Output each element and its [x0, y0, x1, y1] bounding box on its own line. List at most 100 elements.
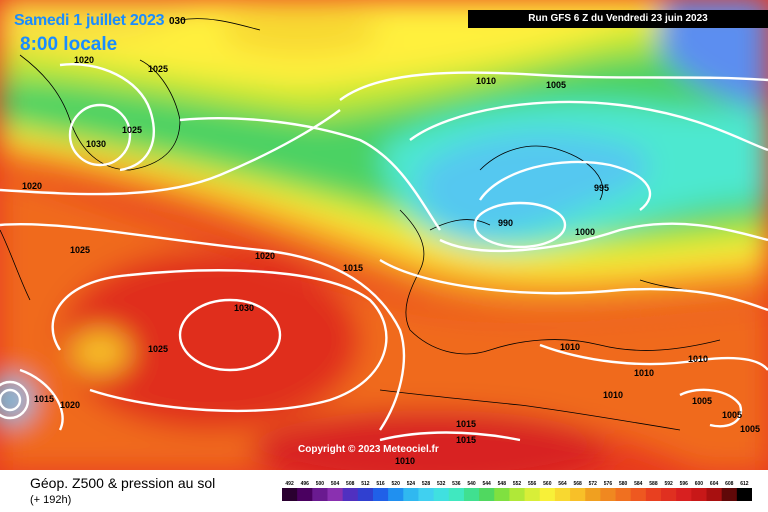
colorbar-tick-label: 532	[437, 481, 446, 487]
colorbar-tick-label: 588	[649, 481, 658, 487]
colorbar-swatch	[433, 488, 450, 501]
colorbar-swatch	[448, 488, 465, 501]
greenland-east-coast	[179, 18, 261, 31]
field-red-core	[60, 250, 360, 430]
isobar-low-small-1	[0, 388, 22, 412]
isobar-1015	[179, 117, 441, 231]
colorbar-swatch	[645, 488, 662, 501]
isobar-low-small-2	[0, 380, 30, 420]
isobar-1010-south	[379, 258, 768, 312]
africa-coast	[379, 389, 681, 431]
isobar-1025-greenland	[59, 63, 155, 172]
colorbar-tick-label: 492	[285, 481, 294, 487]
canada-coast	[0, 229, 31, 301]
colorbar-tick-label: 600	[695, 481, 704, 487]
colorbar-tick-label: 524	[407, 481, 416, 487]
colorbar-swatch	[312, 488, 328, 501]
forecast-date-suffix: 030	[169, 16, 186, 27]
legend-forecast-hour: (+ 192h)	[30, 494, 72, 506]
colorbar-swatch	[342, 488, 359, 501]
isobar-label: 1025	[122, 125, 142, 135]
colorbar-tick-label: 512	[361, 481, 370, 487]
colorbar-tick-label: 548	[498, 481, 507, 487]
isobar-label: 1030	[234, 303, 254, 313]
colorbar-tick-label: 608	[725, 481, 734, 487]
colorbar-tick-label: 508	[346, 481, 355, 487]
colorbar-swatch	[585, 488, 601, 501]
isobar-label: 1030	[86, 139, 106, 149]
geopotential-field	[0, 0, 768, 470]
colorbar-swatch	[509, 488, 526, 501]
colorbar-tick-label: 552	[513, 481, 522, 487]
isobar-label: 1005	[740, 424, 760, 434]
isobar-label: 1010	[688, 354, 708, 364]
colorbar-swatch	[539, 488, 556, 501]
coastlines	[0, 18, 741, 431]
uk-coast	[429, 219, 491, 231]
field-yellow-core	[70, 330, 130, 374]
isobar-1020-west	[19, 368, 64, 431]
colorbar-swatch	[403, 488, 419, 501]
isobar-1000	[439, 222, 768, 253]
isobar-label: 1010	[560, 342, 580, 352]
europe-coast	[399, 209, 721, 355]
colorbar-tick-label: 576	[604, 481, 613, 487]
isobar-label-group: 1020 1025 1025 1030 1020 1025 1020 1015 …	[22, 55, 760, 466]
isobar-1020-north	[0, 109, 341, 196]
colorbar-tick-label: 520	[392, 481, 401, 487]
colorbar-swatch	[494, 488, 510, 501]
colorbar-tick-label: 544	[483, 481, 492, 487]
field-yellow-nw	[0, 0, 200, 50]
isobar-label: 1015	[343, 263, 363, 273]
colorbar-swatch	[388, 488, 404, 501]
colorbar-tick-label: 560	[543, 481, 552, 487]
colorbar-tick-label: 500	[316, 481, 325, 487]
field-orange-greenland	[220, 5, 380, 55]
isobar-label: 1020	[60, 400, 80, 410]
isobar-label: 1020	[22, 181, 42, 191]
colorbar-tick-label: 580	[619, 481, 628, 487]
map-canvas: 1020 1025 1025 1030 1020 1025 1020 1015 …	[0, 0, 768, 470]
isobar-label: 995	[594, 183, 609, 193]
scandinavia-coast	[479, 145, 603, 201]
colorbar-swatch	[327, 488, 344, 501]
colorbar-tick-label: 612	[740, 481, 749, 487]
colorbar-swatch	[736, 488, 752, 501]
colorbar-tick-label: 596	[680, 481, 689, 487]
colorbar-tick-label: 604	[710, 481, 719, 487]
isobar-label: 1010	[395, 456, 415, 466]
forecast-date: Samedi 1 juillet 2023	[14, 12, 165, 29]
isobar-label: 1020	[74, 55, 94, 65]
colorbar-tick-label: 556	[528, 481, 537, 487]
isobars	[0, 63, 768, 442]
isobar-1015-africa	[379, 431, 521, 442]
colorbar-swatch	[297, 488, 313, 501]
colorbar-swatch	[282, 488, 298, 501]
isobar-label: 1000	[575, 227, 595, 237]
colorbar-swatch	[570, 488, 586, 501]
isobar-label: 1025	[148, 64, 168, 74]
isobar-1030-atlantic	[178, 298, 282, 372]
isobar-995	[479, 160, 652, 211]
forecast-local-time: 8:00 locale	[20, 34, 118, 55]
colorbar-swatch	[554, 488, 571, 501]
greenland-coast	[19, 54, 181, 171]
colorbar-tick-label: 528	[422, 481, 431, 487]
colorbar-tick-label: 504	[331, 481, 340, 487]
isobar-label: 1005	[692, 396, 712, 406]
isobar-label: 1025	[148, 344, 168, 354]
run-info-banner: Run GFS 6 Z du Vendredi 23 juin 2023	[468, 10, 768, 28]
isobar-label: 1010	[603, 390, 623, 400]
isobar-1010-north	[339, 71, 768, 101]
colorbar-tick-label: 568	[573, 481, 582, 487]
colorbar-swatch	[418, 488, 435, 501]
field-africa-red	[250, 410, 610, 470]
legend-title: Géop. Z500 & pression au sol	[30, 475, 216, 491]
isobar-label: 1015	[456, 435, 476, 445]
colorbar-swatch	[600, 488, 617, 501]
colorbar-swatch	[357, 488, 374, 501]
weather-map: 1020 1025 1025 1030 1020 1025 1020 1015 …	[0, 0, 768, 470]
isobar-label: 1005	[722, 410, 742, 420]
isobar-label: 1025	[70, 245, 90, 255]
copyright-text: Copyright © 2023 Meteociel.fr	[298, 444, 439, 455]
